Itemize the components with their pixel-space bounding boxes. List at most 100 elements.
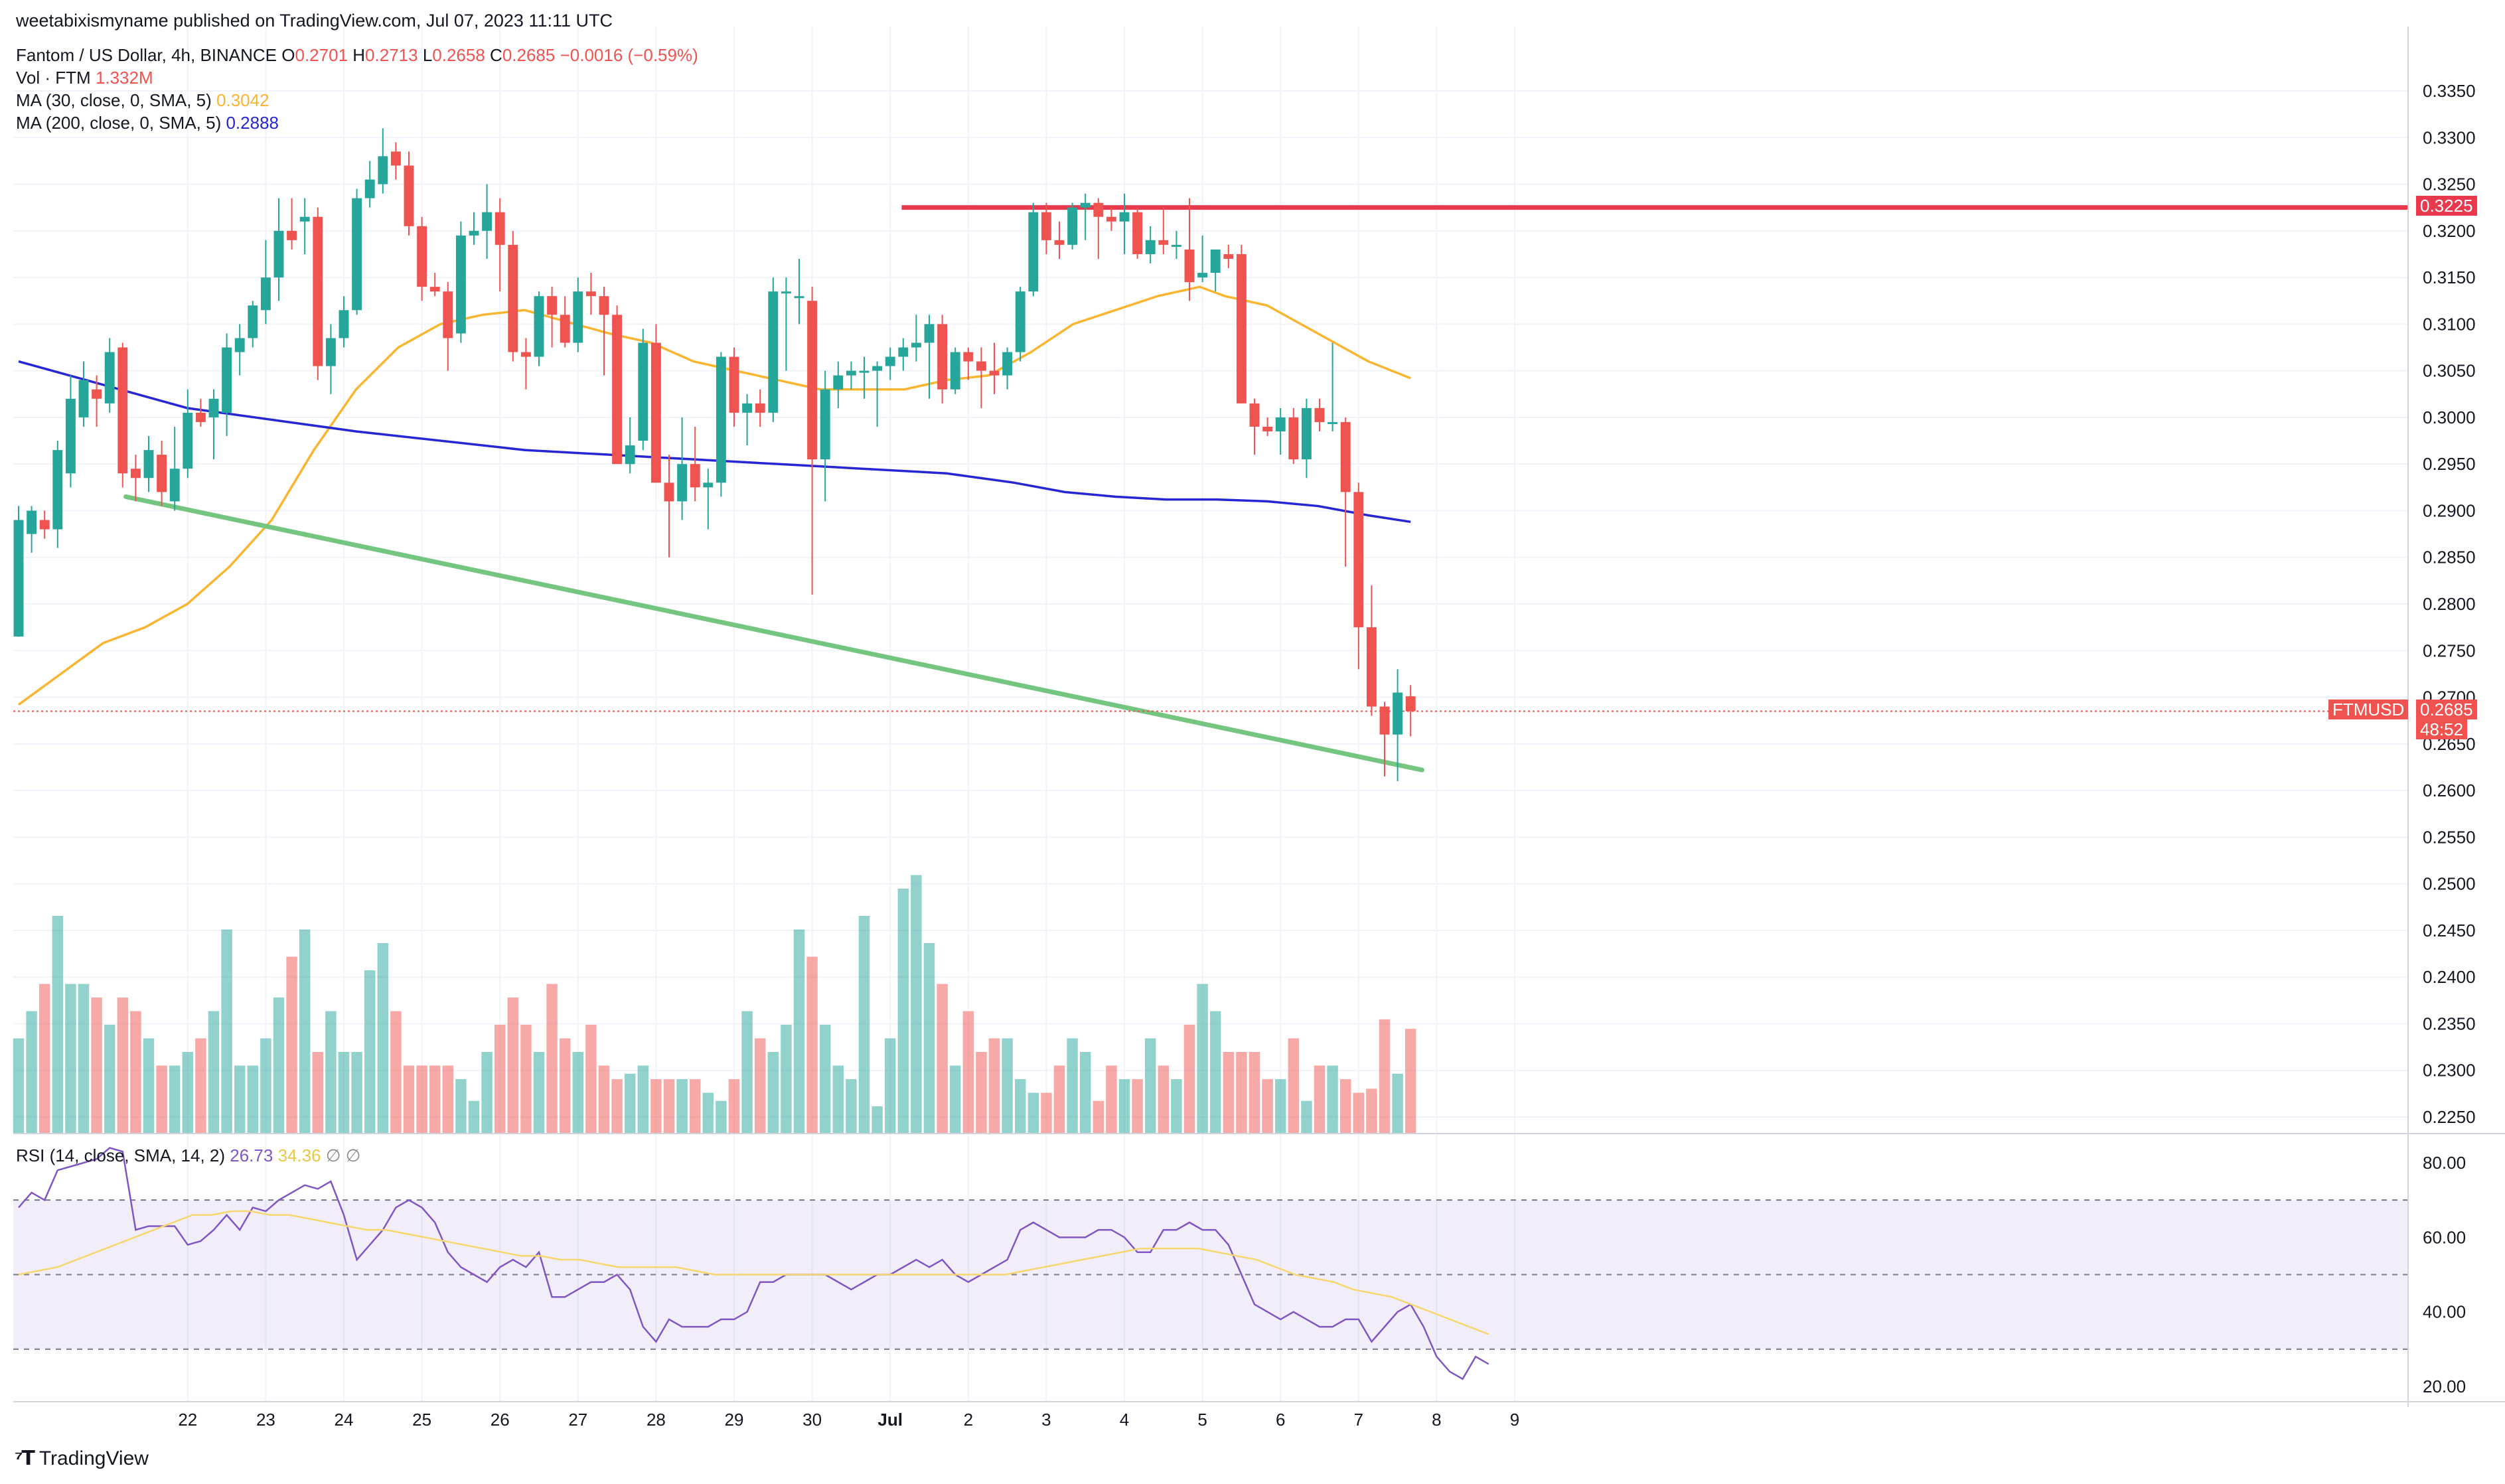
candle-body xyxy=(677,464,688,502)
volume-bar xyxy=(38,984,50,1134)
volume-bar xyxy=(650,1079,662,1134)
candle-body xyxy=(520,352,531,357)
candle-body xyxy=(273,230,284,278)
volume-bar xyxy=(572,1052,584,1134)
candle-body xyxy=(1041,212,1051,240)
candle-body xyxy=(469,230,479,236)
price-tick-label: 0.3000 xyxy=(2423,408,2476,427)
candle-body xyxy=(378,156,388,185)
candle-body xyxy=(1340,421,1351,492)
volume-bar xyxy=(130,1011,141,1134)
ma30-legend[interactable]: MA (30, close, 0, SMA, 5) 0.3042 xyxy=(16,89,269,111)
candle-body xyxy=(39,520,50,530)
volume-bar xyxy=(1236,1052,1247,1134)
candle-body xyxy=(703,482,714,488)
volume-bar xyxy=(559,1038,571,1134)
candle-body xyxy=(1054,240,1065,245)
volume-bar xyxy=(585,1025,597,1134)
rsi-tick-label: 80.00 xyxy=(2423,1153,2466,1173)
candle-body xyxy=(313,216,323,366)
candle-body xyxy=(911,342,921,348)
candle-body xyxy=(352,198,362,311)
volume-bar xyxy=(624,1073,636,1134)
date-tick-label: 5 xyxy=(1197,1410,1207,1430)
date-tick-label: 30 xyxy=(802,1410,822,1430)
volume-bar xyxy=(260,1038,271,1134)
volume-bar xyxy=(832,1065,844,1134)
candle-body xyxy=(1314,408,1325,422)
candle-body xyxy=(287,230,297,240)
axes: 0.2250 0.2300 0.2350 0.2400 0.2450 0.2500 0.25… xyxy=(13,27,2505,1430)
candle-body xyxy=(364,179,375,198)
candle-body xyxy=(1366,627,1377,707)
volume-bar xyxy=(351,1052,362,1134)
candle-body xyxy=(1119,212,1130,222)
candle-body xyxy=(1093,202,1104,217)
volume-bar xyxy=(1404,1029,1416,1134)
volume-bar xyxy=(663,1079,675,1134)
volume-bar xyxy=(143,1038,155,1134)
candle-body xyxy=(547,296,558,315)
last-price-tag: 0.2685 xyxy=(2416,700,2477,719)
volume-bar xyxy=(299,929,311,1134)
symbol-ohlc: Fantom / US Dollar, 4h, BINANCE O0.2701 … xyxy=(16,44,698,66)
volume-bar xyxy=(716,1100,727,1134)
volume-bar xyxy=(117,998,129,1134)
candle-body xyxy=(169,469,180,502)
candle-body xyxy=(417,226,427,287)
ma200-label: MA (200, close, 0, SMA, 5) xyxy=(16,113,222,133)
rsi-ma-line xyxy=(18,1210,1489,1335)
candle-body xyxy=(208,398,219,417)
rsi-null-2: ∅ xyxy=(345,1146,361,1165)
volume-bar xyxy=(1353,1092,1365,1134)
candle-body xyxy=(13,520,24,637)
rsi-legend[interactable]: RSI (14, close, SMA, 14, 2) 26.73 34.36 … xyxy=(16,1146,360,1166)
volume-bar xyxy=(546,984,558,1134)
volume-bar xyxy=(1392,1073,1403,1134)
ma30-line xyxy=(17,285,1411,706)
candle-body xyxy=(143,450,154,479)
symbol-title: Fantom / US Dollar, 4h, BINANCE xyxy=(16,45,277,65)
candle-body xyxy=(1184,249,1195,283)
price-tick-label: 0.2950 xyxy=(2423,454,2476,474)
candle-body xyxy=(260,277,271,311)
volume-bar xyxy=(1158,1065,1170,1134)
volume-bar xyxy=(1014,1079,1026,1134)
h-value: 0.2713 xyxy=(365,45,418,65)
price-tick-label: 0.3300 xyxy=(2423,127,2476,147)
volume-bar xyxy=(1041,1092,1052,1134)
volume-bar xyxy=(494,1025,506,1134)
volume-bar xyxy=(1067,1038,1078,1134)
ma200-legend[interactable]: MA (200, close, 0, SMA, 5) 0.2888 xyxy=(16,111,279,134)
volume-legend[interactable]: Vol · FTM 1.332M xyxy=(16,66,153,89)
tradingview-logo[interactable]: ⁷𝗧 TradingView xyxy=(15,1447,149,1470)
date-tick-label: 2 xyxy=(964,1410,973,1430)
price-tick-label: 0.3150 xyxy=(2423,267,2476,287)
candle-body xyxy=(585,291,596,297)
volume-bar xyxy=(104,1025,115,1134)
candle-body xyxy=(1328,421,1338,424)
volume-bar xyxy=(872,1106,883,1134)
volume-bar xyxy=(611,1079,623,1134)
volume-bar xyxy=(91,998,102,1134)
volume-bar xyxy=(286,956,297,1134)
candle-body xyxy=(638,342,648,441)
candle-body xyxy=(859,370,870,373)
volume-bar xyxy=(1197,984,1208,1134)
candle-body xyxy=(846,370,856,376)
date-tick-label: 3 xyxy=(1041,1410,1051,1430)
volume-bar xyxy=(1171,1079,1182,1134)
volume-bar xyxy=(1106,1065,1117,1134)
volume-bar xyxy=(741,1011,753,1134)
volume-bar xyxy=(156,1065,167,1134)
volume-bar xyxy=(767,1052,779,1134)
c-value: 0.2685 xyxy=(502,45,556,65)
date-tick-label: 7 xyxy=(1354,1410,1363,1430)
volume-bar xyxy=(1314,1065,1326,1134)
volume-bar xyxy=(325,1011,337,1134)
volume-bar xyxy=(1301,1100,1312,1134)
price-tick-label: 0.2300 xyxy=(2423,1061,2476,1080)
ma200-value: 0.2888 xyxy=(226,113,279,133)
volume-bar xyxy=(1223,1052,1235,1134)
date-tick-label: 29 xyxy=(725,1410,744,1430)
